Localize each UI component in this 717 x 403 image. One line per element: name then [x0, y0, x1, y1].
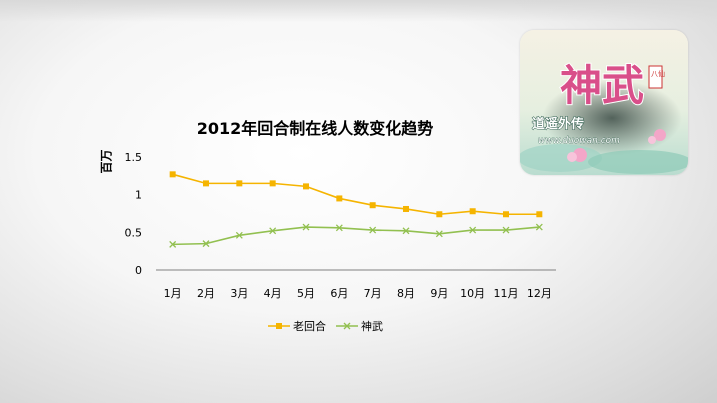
data-point-series-1	[269, 227, 277, 235]
data-point-series-0	[469, 208, 476, 215]
y-tick-label: 1.5	[125, 151, 143, 164]
series-line-0	[172, 173, 540, 216]
x-tick-label: 6月	[330, 287, 348, 300]
chart-title: 2012年回合制在线人数变化趋势	[196, 119, 434, 138]
data-point-series-0	[536, 211, 543, 218]
data-point-series-0	[336, 195, 343, 202]
data-point-series-1	[402, 227, 410, 235]
data-point-series-0	[303, 183, 309, 190]
legend-label-series-0: 老回合	[293, 320, 326, 333]
legend-label-series-1: 神武	[361, 320, 383, 333]
top-shade	[0, 0, 717, 22]
data-point-series-0	[236, 180, 243, 187]
x-tick-label: 5月	[297, 287, 315, 300]
logo-side-text: 道遥外传	[532, 116, 584, 132]
data-point-series-0	[403, 205, 409, 212]
data-point-series-1	[335, 224, 343, 232]
x-tick-label: 12月	[527, 287, 552, 300]
game-logo-art-icon: 神武 八仙 道遥外传 www.duowan.com	[520, 60, 688, 174]
legend-item-series-0: 老回合	[268, 318, 326, 334]
game-logo: 神武 八仙 道遥外传 www.duowan.com	[520, 30, 688, 175]
x-tick-label: 2月	[197, 287, 215, 300]
legend-marker-x-icon	[336, 322, 358, 330]
data-point-series-1	[235, 231, 243, 239]
data-point-series-1	[435, 230, 443, 238]
x-tick-label: 7月	[364, 287, 382, 300]
data-point-series-1	[202, 240, 210, 248]
data-point-series-1	[169, 240, 177, 248]
series-line-1	[172, 226, 540, 246]
data-point-series-1	[502, 226, 510, 234]
data-point-series-0	[436, 211, 443, 218]
y-tick-label: 1	[135, 189, 142, 202]
data-point-series-0	[369, 202, 376, 209]
x-tick-label: 4月	[264, 287, 282, 300]
x-tick-label: 11月	[494, 287, 519, 300]
data-point-series-1	[369, 226, 377, 234]
x-tick-label: 8月	[397, 287, 415, 300]
x-tick-label: 1月	[164, 287, 182, 300]
x-tick-label: 10月	[460, 287, 485, 300]
x-tick-label: 3月	[230, 287, 248, 300]
chart-legend: 老回合 神武	[268, 318, 383, 334]
y-tick-label: 0	[135, 264, 142, 277]
logo-small-tag: 八仙	[651, 69, 665, 78]
y-tick-label: 0.5	[125, 226, 143, 239]
logo-url-text: www.duowan.com	[538, 136, 620, 146]
data-point-series-1	[302, 223, 310, 231]
logo-main-char-1: 神武	[560, 61, 644, 110]
data-point-series-0	[503, 211, 509, 218]
data-point-series-1	[535, 223, 543, 231]
legend-item-series-1: 神武	[336, 318, 383, 334]
data-point-series-0	[269, 180, 276, 187]
x-tick-label: 9月	[430, 287, 448, 300]
data-point-series-0	[169, 171, 176, 178]
data-point-series-1	[469, 226, 477, 234]
data-point-series-0	[203, 180, 209, 187]
legend-marker-square-icon	[268, 323, 290, 329]
